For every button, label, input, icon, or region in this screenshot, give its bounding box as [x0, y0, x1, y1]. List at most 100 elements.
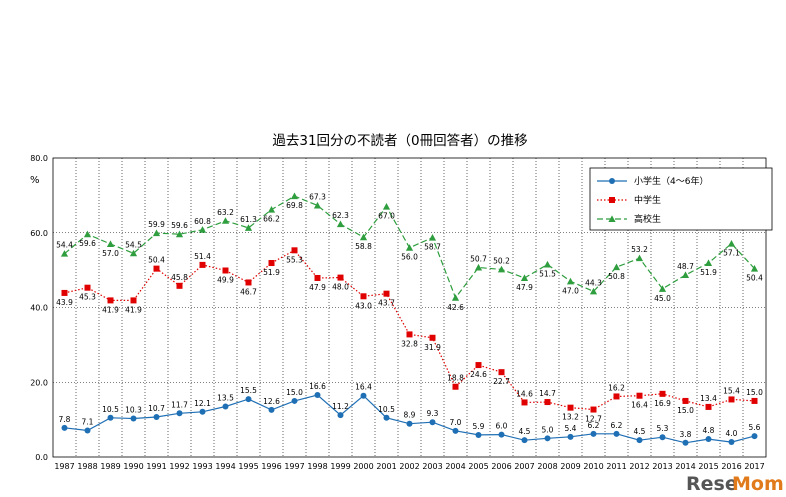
- x-tick-label: 2000: [353, 462, 373, 471]
- data-point: [659, 434, 666, 441]
- data-point: [544, 399, 551, 406]
- legend-marker: [609, 197, 615, 203]
- data-label: 51.5: [539, 270, 556, 279]
- y-tick-label: 80.0: [30, 154, 48, 163]
- data-label: 43.9: [56, 298, 73, 307]
- x-tick-label: 2005: [468, 462, 488, 471]
- x-tick-label: 1987: [54, 462, 74, 471]
- data-point: [727, 239, 736, 247]
- data-point: [636, 437, 643, 444]
- data-point: [429, 334, 436, 341]
- data-label: 58.7: [424, 243, 441, 252]
- data-point: [705, 403, 712, 410]
- data-point: [267, 205, 276, 213]
- data-label: 15.0: [746, 388, 763, 397]
- data-point: [337, 274, 344, 281]
- data-point: [635, 254, 644, 262]
- data-point: [291, 247, 298, 254]
- legend-label: 高校生: [634, 213, 661, 225]
- data-label: 32.8: [401, 339, 418, 348]
- data-point: [682, 439, 689, 446]
- x-tick-label: 1990: [123, 462, 143, 471]
- series-2: 43.9 45.3 41.9 41.9 50.4 45.8 51.4 49.9 46.7 51.9…: [56, 247, 763, 424]
- data-label: 7.8: [59, 415, 71, 424]
- data-label: 50.4: [148, 256, 165, 265]
- x-tick-label: 2004: [445, 462, 465, 471]
- legend-marker: [609, 178, 615, 184]
- data-label: 53.2: [631, 245, 648, 254]
- data-label: 45.0: [654, 294, 671, 303]
- data-label: 13.2: [562, 413, 579, 422]
- data-point: [130, 415, 137, 422]
- data-label: 43.7: [378, 299, 395, 308]
- data-label: 55.3: [286, 255, 303, 264]
- data-point: [681, 271, 690, 278]
- y-tick-label: 20.0: [30, 378, 48, 387]
- data-label: 57.0: [102, 249, 119, 258]
- data-point: [406, 420, 413, 427]
- data-point: [290, 192, 299, 200]
- x-axis: 1987 1988 1989 1990 1991 1992 1993 1994 1995 1996…: [54, 462, 764, 471]
- data-point: [245, 279, 252, 286]
- data-point: [429, 419, 436, 426]
- data-label: 57.1: [723, 249, 740, 258]
- data-point: [313, 201, 322, 209]
- data-label: 41.9: [102, 305, 119, 314]
- data-point: [590, 430, 597, 437]
- data-point: [337, 412, 344, 419]
- data-label: 10.5: [378, 405, 395, 414]
- data-label: 42.6: [447, 303, 464, 312]
- data-point: [406, 331, 413, 338]
- data-label: 44.3: [585, 278, 602, 287]
- data-point: [383, 290, 390, 297]
- data-point: [244, 224, 253, 231]
- data-point: [336, 220, 345, 228]
- data-point: [405, 244, 414, 251]
- data-label: 14.7: [539, 389, 556, 398]
- data-point: [498, 431, 505, 438]
- data-point: [567, 433, 574, 440]
- data-label: 16.6: [309, 382, 326, 391]
- y-axis: 0.0 20.0 40.0 60.0 80.0: [30, 154, 48, 462]
- data-label: 10.7: [148, 404, 165, 413]
- data-label: 51.4: [194, 252, 211, 261]
- x-tick-label: 1995: [238, 462, 258, 471]
- data-point: [521, 399, 528, 406]
- data-point: [728, 439, 735, 446]
- data-label: 60.8: [194, 217, 211, 226]
- data-label: 67.3: [309, 192, 326, 201]
- data-label: 4.5: [519, 427, 531, 436]
- data-point: [107, 414, 114, 421]
- data-label: 14.6: [516, 389, 533, 398]
- grid: [53, 158, 766, 457]
- data-label: 11.7: [171, 400, 188, 409]
- x-tick-label: 1991: [146, 462, 166, 471]
- x-tick-label: 2016: [721, 462, 741, 471]
- data-point: [751, 397, 758, 404]
- data-label: 11.2: [332, 402, 349, 411]
- data-label: 50.4: [746, 274, 763, 283]
- data-label: 47.9: [309, 283, 326, 292]
- data-label: 24.6: [470, 370, 487, 379]
- data-point: [175, 230, 184, 238]
- data-label: 16.4: [355, 383, 372, 392]
- data-point: [497, 265, 506, 273]
- data-point: [360, 392, 367, 399]
- data-point: [222, 267, 229, 274]
- data-label: 66.2: [263, 215, 280, 224]
- data-point: [314, 391, 321, 398]
- data-point: [153, 414, 160, 421]
- data-label: 59.9: [148, 220, 165, 229]
- y-tick-label: 0.0: [35, 453, 48, 462]
- data-point: [659, 390, 666, 397]
- x-tick-label: 1998: [307, 462, 327, 471]
- data-point: [590, 406, 597, 413]
- x-tick-label: 1989: [100, 462, 120, 471]
- x-tick-label: 2012: [629, 462, 649, 471]
- data-label: 5.9: [473, 422, 485, 431]
- data-point: [474, 263, 483, 271]
- data-point: [107, 297, 114, 304]
- data-point: [198, 226, 207, 233]
- data-point: [658, 285, 667, 292]
- data-label: 15.0: [677, 406, 694, 415]
